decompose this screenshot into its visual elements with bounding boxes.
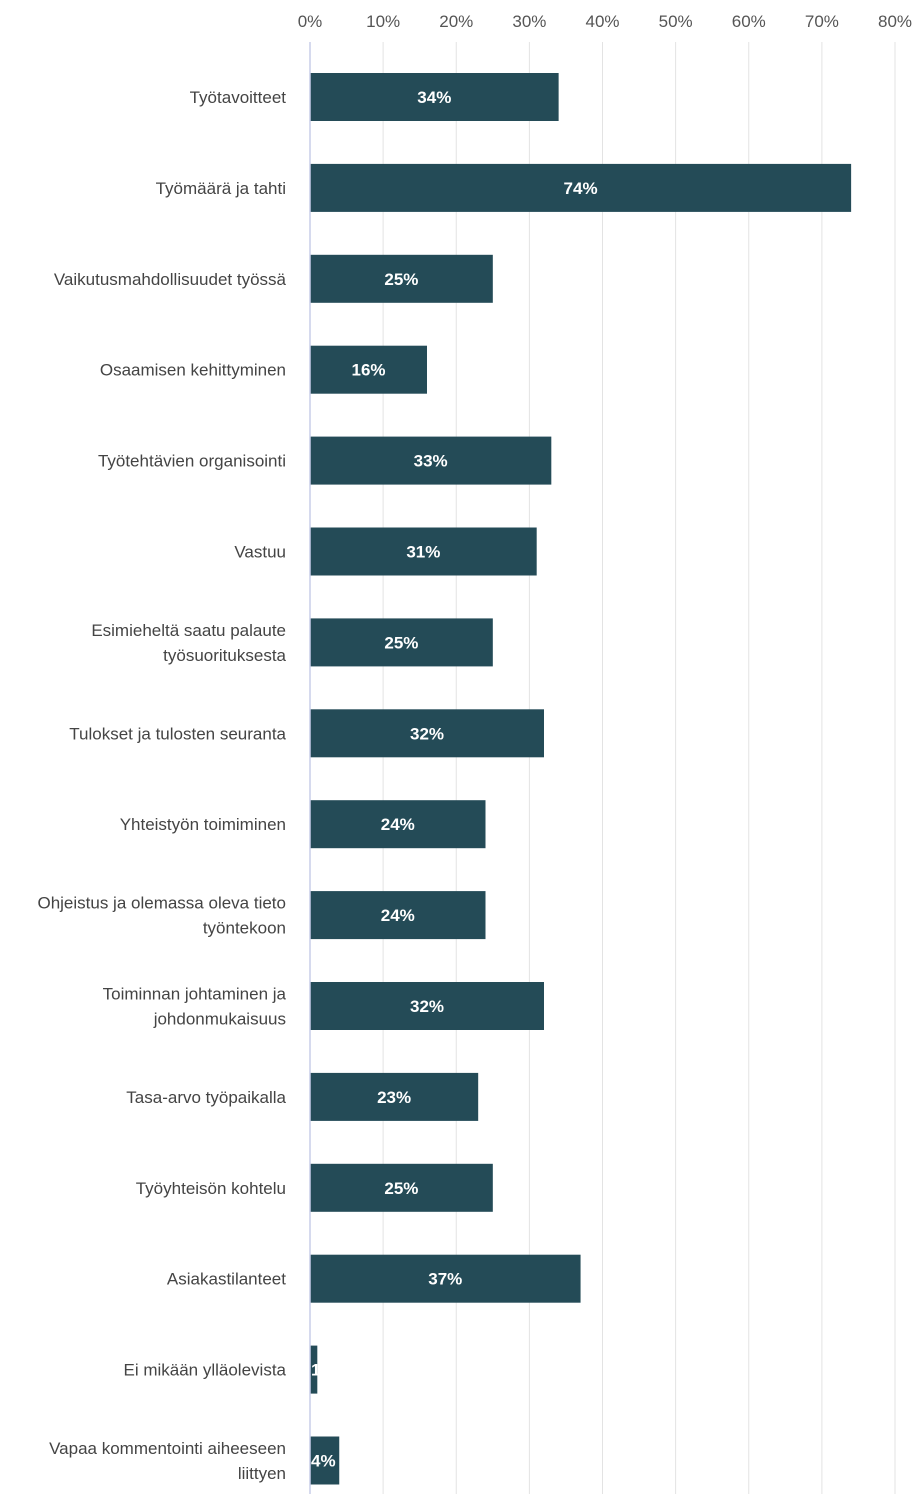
data-label: 1 <box>311 1361 320 1380</box>
category-label-line: Esimieheltä saatu palaute <box>91 621 286 640</box>
x-axis-ticks: 0% 10% 20% 30% 40% 50% 60% 70% 80% <box>298 12 912 31</box>
data-label: 25% <box>384 1179 418 1198</box>
bars <box>310 73 852 1485</box>
category-label-line: Tulokset ja tulosten seuranta <box>69 724 286 743</box>
category-label: Ei mikään ylläolevista <box>123 1361 286 1380</box>
category-label: Vastuu <box>234 543 286 562</box>
bar <box>310 618 493 667</box>
bar <box>310 163 852 212</box>
x-tick-label: 60% <box>732 12 766 31</box>
category-label: Työmäärä ja tahti <box>156 179 286 198</box>
data-label: 32% <box>410 997 444 1016</box>
data-label: 25% <box>384 633 418 652</box>
x-tick-label: 0% <box>298 12 323 31</box>
category-label-line: Työyhteisön kohtelu <box>136 1179 286 1198</box>
x-tick-label: 50% <box>659 12 693 31</box>
data-label: 31% <box>406 543 440 562</box>
category-label-line: Ei mikään ylläolevista <box>123 1361 286 1380</box>
bar <box>310 436 552 485</box>
data-label: 32% <box>410 724 444 743</box>
category-label-line: Osaamisen kehittyminen <box>100 361 286 380</box>
category-label-line: Ohjeistus ja olemassa oleva tieto <box>37 894 286 913</box>
category-label-line: Työtehtävien organisointi <box>98 452 286 471</box>
category-label-line: Tasa-arvo työpaikalla <box>126 1088 286 1107</box>
data-label: 74% <box>564 179 598 198</box>
data-label: 23% <box>377 1088 411 1107</box>
category-label: Vapaa kommentointi aiheeseen liittyen <box>49 1439 286 1483</box>
x-tick-label: 70% <box>805 12 839 31</box>
category-label: Esimieheltä saatu palaute työsuorituksest… <box>91 621 286 665</box>
data-label: 24% <box>381 906 415 925</box>
category-label-line: Työtavoitteet <box>190 88 287 107</box>
data-label: 4% <box>311 1452 336 1471</box>
category-label-line: Vapaa kommentointi aiheeseen <box>49 1439 286 1458</box>
category-label-line: Toiminnan johtaminen ja <box>103 985 287 1004</box>
category-label: Tasa-arvo työpaikalla <box>126 1088 286 1107</box>
bar <box>310 1254 581 1303</box>
category-label-line: Vaikutusmahdollisuudet työssä <box>54 270 287 289</box>
data-label: 24% <box>381 815 415 834</box>
data-label: 25% <box>384 270 418 289</box>
x-tick-label: 10% <box>366 12 400 31</box>
category-label-line: Vastuu <box>234 543 286 562</box>
category-label-line: Yhteistyön toimiminen <box>120 815 286 834</box>
bar <box>310 800 486 849</box>
category-labels: Työtavoitteet Työmäärä ja tahti Vaikutusma… <box>37 88 286 1483</box>
category-label: Toiminnan johtaminen ja johdonmukaisuus <box>103 985 287 1029</box>
category-label: Asiakastilanteet <box>167 1270 286 1289</box>
category-label: Tulokset ja tulosten seuranta <box>69 724 286 743</box>
bar <box>310 254 493 303</box>
category-label: Työtavoitteet <box>190 88 287 107</box>
category-label-line: Työmäärä ja tahti <box>156 179 286 198</box>
category-label: Osaamisen kehittyminen <box>100 361 286 380</box>
category-label-line: johdonmukaisuus <box>153 1010 286 1029</box>
bar <box>310 709 544 758</box>
category-label-line: liittyen <box>238 1464 286 1483</box>
category-label-line: työsuorituksesta <box>163 646 286 665</box>
x-tick-label: 80% <box>878 12 912 31</box>
x-tick-label: 40% <box>585 12 619 31</box>
bar <box>310 345 427 394</box>
category-label: Työyhteisön kohtelu <box>136 1179 286 1198</box>
bar <box>310 1072 479 1121</box>
data-label: 37% <box>428 1270 462 1289</box>
data-labels: 34% 74% 25% 16% 33% 31% 25% 32% 24% 24% 32% 23% 25% 3… <box>311 88 598 1471</box>
category-label: Yhteistyön toimiminen <box>120 815 286 834</box>
data-label: 34% <box>417 88 451 107</box>
category-label: Vaikutusmahdollisuudet työssä <box>54 270 287 289</box>
x-tick-label: 30% <box>512 12 546 31</box>
bar <box>310 527 537 576</box>
x-tick-label: 20% <box>439 12 473 31</box>
bar <box>310 73 559 121</box>
bar <box>310 1436 340 1485</box>
category-label: Työtehtävien organisointi <box>98 452 286 471</box>
category-label-line: työntekoon <box>203 919 286 938</box>
bar <box>310 1345 318 1394</box>
bar <box>310 1163 493 1212</box>
bar <box>310 891 486 940</box>
data-label: 33% <box>414 452 448 471</box>
data-label: 16% <box>351 361 385 380</box>
bar <box>310 982 544 1030</box>
category-label-line: Asiakastilanteet <box>167 1270 286 1289</box>
category-label: Ohjeistus ja olemassa oleva tieto työntek… <box>37 894 286 938</box>
